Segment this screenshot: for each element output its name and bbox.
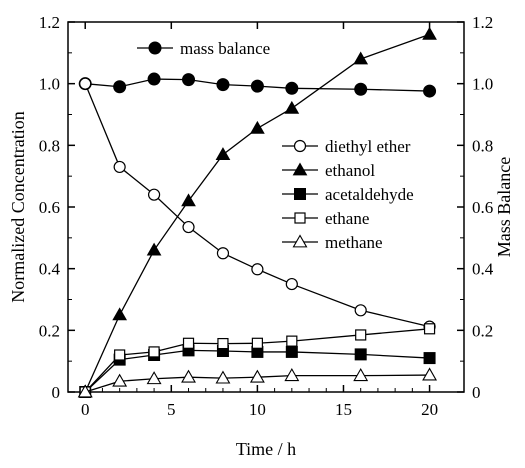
y2-tick-label: 1.0 — [472, 75, 493, 94]
data-point — [216, 372, 229, 383]
legend-marker — [294, 236, 307, 247]
legend-marker — [294, 164, 307, 175]
y2-axis-title: Mass Balance — [494, 157, 514, 257]
data-point — [285, 369, 298, 380]
data-point — [424, 353, 435, 364]
y-tick-label: 1.0 — [39, 75, 60, 94]
data-point — [148, 244, 161, 255]
data-point — [252, 338, 262, 348]
data-point — [183, 74, 195, 86]
legend-label: acetaldehyde — [325, 185, 414, 204]
y-tick-label: 0.6 — [39, 198, 60, 217]
data-point — [423, 28, 436, 39]
y-tick-label: 0 — [52, 383, 61, 402]
data-point — [149, 347, 159, 357]
y2-tick-label: 0.4 — [472, 260, 494, 279]
y2-tick-label: 0.6 — [472, 198, 493, 217]
data-point — [286, 346, 297, 357]
series-diethyl-ether — [80, 78, 435, 332]
legend-label: ethane — [325, 209, 369, 228]
legend: mass balance diethyl ether ethanol acetalde… — [137, 39, 414, 252]
data-point — [252, 264, 263, 275]
data-point — [251, 122, 264, 133]
legend-item: diethyl ether — [282, 137, 411, 156]
data-point — [287, 336, 297, 346]
y2-tick-label: 0 — [472, 383, 481, 402]
data-point — [114, 161, 125, 172]
data-point — [423, 369, 436, 380]
y2-tick-label: 0.8 — [472, 136, 493, 155]
legend-marker — [149, 42, 161, 54]
data-point — [148, 73, 160, 85]
legend-label: diethyl ether — [325, 137, 411, 156]
data-point — [218, 339, 228, 349]
data-point — [182, 371, 195, 382]
data-point — [354, 53, 367, 64]
data-point — [355, 349, 366, 360]
legend-label: methane — [325, 233, 383, 252]
x-tick-label: 15 — [335, 400, 352, 419]
data-point — [217, 79, 229, 91]
data-point — [356, 330, 366, 340]
plot-area — [79, 28, 436, 398]
data-point — [217, 248, 228, 259]
data-point — [149, 189, 160, 200]
data-point — [355, 83, 367, 95]
data-point — [113, 308, 126, 319]
data-point — [424, 85, 436, 97]
legend-label: mass balance — [180, 39, 270, 58]
data-point — [184, 338, 194, 348]
y-tick-label: 1.2 — [39, 13, 60, 32]
legend-marker — [295, 189, 306, 200]
x-tick-label: 10 — [249, 400, 266, 419]
data-point — [115, 350, 125, 360]
data-point — [286, 82, 298, 94]
legend-item: methane — [282, 233, 383, 252]
y-tick-label: 0.4 — [39, 260, 61, 279]
data-point — [285, 102, 298, 113]
x-tick-label: 20 — [421, 400, 438, 419]
legend-item: ethanol — [282, 161, 375, 180]
data-point — [183, 222, 194, 233]
data-point — [355, 305, 366, 316]
y2-tick-label: 1.2 — [472, 13, 493, 32]
legend-marker — [295, 141, 306, 152]
plot-frame — [68, 22, 464, 392]
y-axis-title: Normalized Concentration — [8, 111, 28, 302]
legend-item: mass balance — [137, 39, 270, 58]
data-point — [80, 78, 91, 89]
y-tick-label: 0.2 — [39, 321, 60, 340]
data-point — [425, 324, 435, 334]
legend-marker — [295, 213, 305, 223]
y2-tick-label: 0.2 — [472, 321, 493, 340]
data-point — [182, 194, 195, 205]
legend-label: ethanol — [325, 161, 375, 180]
data-point — [354, 369, 367, 380]
x-axis-title: Time / h — [236, 439, 296, 459]
data-point — [251, 80, 263, 92]
y-tick-label: 0.8 — [39, 136, 60, 155]
series-line — [85, 84, 429, 327]
series-mass-balance — [79, 73, 435, 97]
legend-item: acetaldehyde — [282, 185, 414, 204]
data-point — [286, 279, 297, 290]
x-tick-label: 0 — [81, 400, 90, 419]
data-point — [114, 81, 126, 93]
legend-item: ethane — [282, 209, 369, 228]
x-tick-label: 5 — [167, 400, 176, 419]
data-point — [216, 148, 229, 159]
